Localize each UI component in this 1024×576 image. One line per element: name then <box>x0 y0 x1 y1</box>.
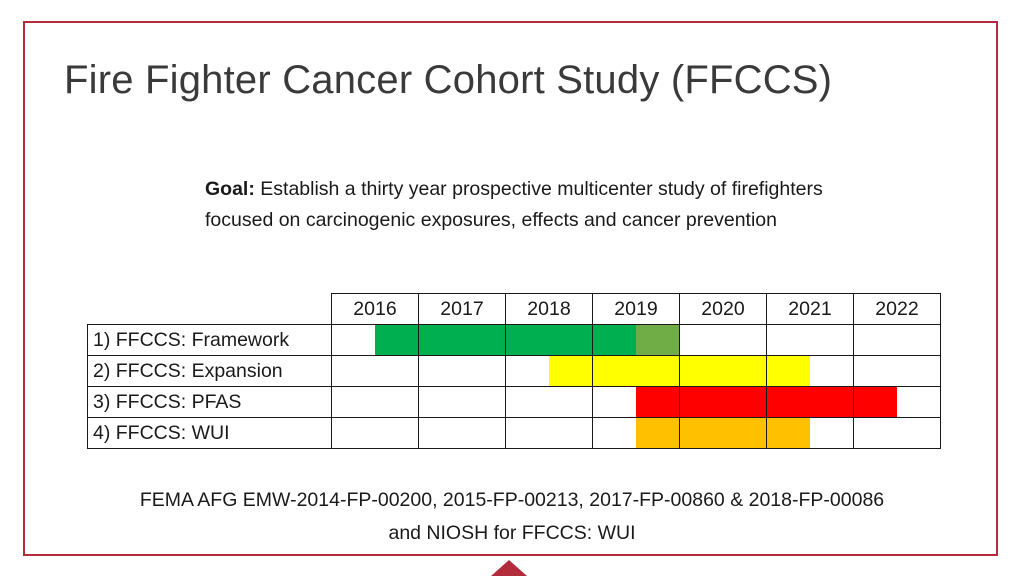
gantt-bar-tail-segment <box>636 325 679 355</box>
gantt-bar-segment <box>680 418 766 448</box>
year-header-2022: 2022 <box>853 293 941 325</box>
gantt-cell-2016 <box>331 324 419 356</box>
gantt-cell-2020 <box>679 355 767 387</box>
gantt-cell-2021 <box>766 355 854 387</box>
gantt-bar-segment <box>593 325 636 355</box>
header-blank-cell <box>87 293 332 325</box>
year-header-2016: 2016 <box>331 293 419 325</box>
gantt-bar-segment <box>506 325 592 355</box>
year-header-2021: 2021 <box>766 293 854 325</box>
year-header-2019: 2019 <box>592 293 680 325</box>
gantt-bar-segment <box>767 418 810 448</box>
gantt-cell-2016 <box>331 417 419 449</box>
gantt-cell-2019 <box>592 417 680 449</box>
funding-line-2: and NIOSH for FFCCS: WUI <box>388 522 636 544</box>
goal-statement: Goal: Establish a thirty year prospectiv… <box>205 174 845 235</box>
gantt-bar-segment <box>375 325 418 355</box>
gantt-row-label: 1) FFCCS: Framework <box>87 324 332 356</box>
gantt-cell-2018 <box>505 417 593 449</box>
gantt-cell-2021 <box>766 386 854 418</box>
gantt-row: 3) FFCCS: PFAS <box>87 386 941 418</box>
slide-frame <box>23 21 998 556</box>
gantt-cell-2017 <box>418 355 506 387</box>
gantt-cell-2017 <box>418 417 506 449</box>
gantt-cell-2019 <box>592 355 680 387</box>
gantt-cell-2019 <box>592 386 680 418</box>
gantt-bar-segment <box>767 356 810 386</box>
slide-title: Fire Fighter Cancer Cohort Study (FFCCS) <box>64 58 833 102</box>
gantt-cell-2020 <box>679 324 767 356</box>
gantt-bar-segment <box>636 418 679 448</box>
year-header-2018: 2018 <box>505 293 593 325</box>
gantt-cell-2022 <box>853 355 941 387</box>
gantt-cell-2017 <box>418 386 506 418</box>
gantt-cell-2016 <box>331 386 419 418</box>
gantt-cell-2017 <box>418 324 506 356</box>
gantt-cell-2018 <box>505 386 593 418</box>
gantt-row-label: 3) FFCCS: PFAS <box>87 386 332 418</box>
slide-marker-triangle <box>491 560 527 576</box>
gantt-cell-2018 <box>505 355 593 387</box>
gantt-row: 2) FFCCS: Expansion <box>87 355 941 387</box>
gantt-bar-segment <box>854 387 897 417</box>
gantt-cell-2019 <box>592 324 680 356</box>
funding-line-1: FEMA AFG EMW-2014-FP-00200, 2015-FP-0021… <box>139 489 885 511</box>
year-header-2017: 2017 <box>418 293 506 325</box>
gantt-bar-segment <box>593 356 679 386</box>
goal-label: Goal: <box>205 178 255 200</box>
gantt-cell-2016 <box>331 355 419 387</box>
gantt-bar-segment <box>680 387 766 417</box>
gantt-bar-segment <box>549 356 592 386</box>
year-header-row: 2016 2017 2018 2019 2020 2021 2022 <box>87 293 941 325</box>
gantt-cell-2020 <box>679 417 767 449</box>
gantt-cell-2022 <box>853 324 941 356</box>
gantt-cell-2022 <box>853 417 941 449</box>
gantt-bar-segment <box>767 387 853 417</box>
gantt-row: 4) FFCCS: WUI <box>87 417 941 449</box>
year-header-2020: 2020 <box>679 293 767 325</box>
gantt-bar-segment <box>636 387 679 417</box>
goal-text: Establish a thirty year prospective mult… <box>205 178 823 231</box>
gantt-bar-segment <box>419 325 505 355</box>
gantt-row-label: 2) FFCCS: Expansion <box>87 355 332 387</box>
gantt-cell-2018 <box>505 324 593 356</box>
gantt-cell-2021 <box>766 417 854 449</box>
gantt-bar-segment <box>680 356 766 386</box>
gantt-table: 2016 2017 2018 2019 2020 2021 2022 1) FF… <box>87 293 941 449</box>
gantt-row: 1) FFCCS: Framework <box>87 324 941 356</box>
gantt-row-label: 4) FFCCS: WUI <box>87 417 332 449</box>
gantt-cell-2020 <box>679 386 767 418</box>
gantt-cell-2021 <box>766 324 854 356</box>
gantt-cell-2022 <box>853 386 941 418</box>
